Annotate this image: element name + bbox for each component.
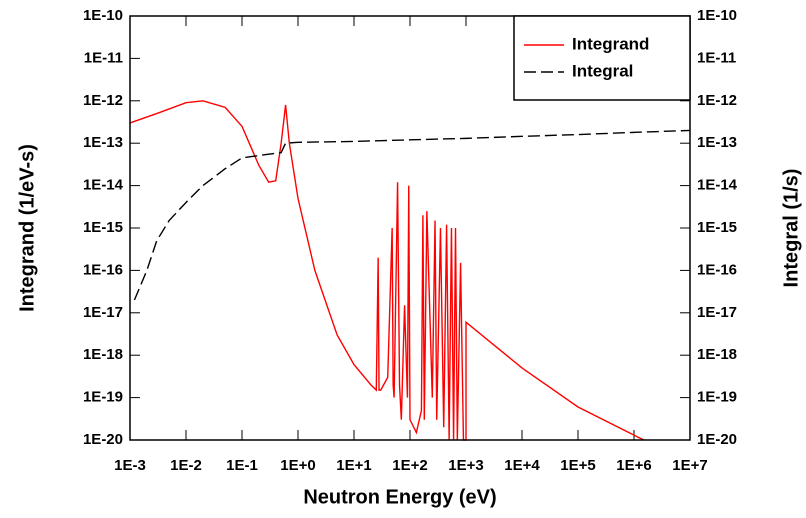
y-axis-label: Integrand (1/eV-s) (16, 144, 38, 312)
y2-tick-label: 1E-14 (697, 177, 738, 194)
y-tick-label: 1E-10 (83, 7, 123, 24)
y-tick-label: 1E-17 (83, 304, 123, 321)
x-tick-label: 1E+3 (448, 457, 483, 474)
x-tick-label: 1E-2 (170, 457, 202, 474)
y-tick-label: 1E-16 (83, 261, 123, 278)
y2-tick-label: 1E-10 (697, 7, 737, 24)
y2-tick-label: 1E-13 (697, 134, 737, 151)
x-tick-label: 1E+5 (560, 457, 595, 474)
x-tick-label: 1E+6 (616, 457, 651, 474)
y-tick-label: 1E-20 (83, 431, 123, 448)
series-line (129, 100, 645, 441)
x-tick-label: 1E-1 (226, 457, 258, 474)
y-tick-label: 1E-13 (83, 134, 123, 151)
y-tick-label: 1E-18 (83, 346, 123, 363)
x-tick-label: 1E+2 (392, 457, 427, 474)
y2-tick-label: 1E-11 (697, 49, 736, 66)
x-tick-label: 1E+1 (336, 457, 371, 474)
y2-tick-label: 1E-20 (697, 431, 737, 448)
series-line (133, 129, 691, 301)
y-tick-label: 1E-12 (83, 92, 123, 109)
y2-tick-label: 1E-15 (697, 219, 737, 236)
x-tick-label: 1E+4 (504, 457, 540, 474)
plot-frame (129, 15, 691, 441)
x-tick-label: 1E+0 (280, 457, 315, 474)
y2-axis-label: Integral (1/s) (780, 169, 802, 288)
y-tick-label: 1E-15 (83, 219, 123, 236)
y2-tick-label: 1E-17 (697, 304, 737, 321)
legend-label: Integrand (572, 34, 649, 53)
y-tick-label: 1E-14 (83, 177, 124, 194)
legend-label: Integral (572, 61, 633, 80)
y-tick-label: 1E-11 (84, 49, 123, 66)
y2-tick-label: 1E-18 (697, 346, 737, 363)
y2-tick-label: 1E-16 (697, 261, 737, 278)
x-tick-label: 1E+7 (672, 457, 707, 474)
y2-tick-label: 1E-19 (697, 389, 737, 406)
legend-box (513, 15, 691, 101)
x-tick-label: 1E-3 (114, 457, 146, 474)
y-tick-label: 1E-19 (83, 389, 123, 406)
y2-tick-label: 1E-12 (697, 92, 737, 109)
x-axis-label: Neutron Energy (eV) (303, 486, 496, 508)
